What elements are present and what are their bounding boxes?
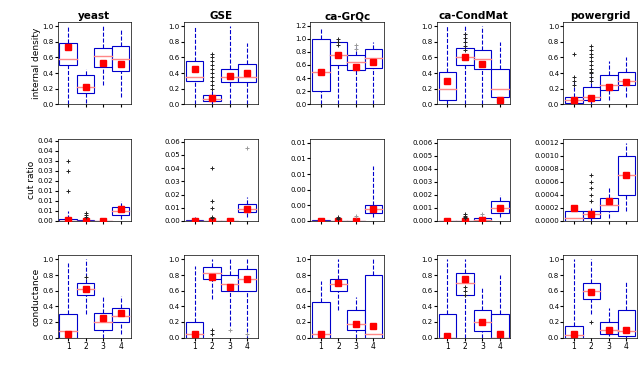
Bar (474, 50, 491, 69)
Bar (456, 48, 474, 65)
Bar (365, 275, 382, 338)
Bar (77, 283, 94, 295)
Bar (330, 279, 348, 291)
Bar (347, 55, 365, 70)
Title: ca-CondMat: ca-CondMat (438, 12, 509, 22)
Bar (186, 322, 204, 338)
Bar (60, 314, 77, 338)
Bar (491, 314, 509, 338)
Bar (112, 207, 129, 215)
Y-axis label: conductance: conductance (32, 267, 41, 326)
Bar (582, 87, 600, 101)
Bar (582, 211, 600, 218)
Bar (474, 310, 491, 331)
Bar (618, 156, 635, 195)
Bar (438, 72, 456, 101)
Bar (456, 273, 474, 295)
Bar (77, 220, 94, 221)
Title: GSE: GSE (209, 12, 232, 22)
Bar (565, 96, 582, 103)
Bar (60, 43, 77, 65)
Bar (565, 326, 582, 338)
Bar (94, 48, 112, 67)
Bar (365, 206, 382, 213)
Title: yeast: yeast (78, 12, 111, 22)
Bar (365, 49, 382, 68)
Bar (238, 269, 256, 291)
Bar (491, 69, 509, 96)
Bar (221, 275, 238, 291)
Bar (112, 308, 129, 322)
Bar (438, 314, 456, 338)
Bar (60, 219, 77, 221)
Bar (618, 72, 635, 85)
Bar (112, 46, 129, 71)
Title: powergrid: powergrid (570, 12, 630, 22)
Bar (600, 75, 618, 90)
Bar (474, 219, 491, 221)
Bar (312, 39, 330, 91)
Bar (312, 220, 330, 221)
Bar (186, 220, 204, 221)
Bar (491, 201, 509, 213)
Bar (582, 283, 600, 299)
Y-axis label: cut ratio: cut ratio (28, 161, 36, 199)
Bar (77, 75, 94, 93)
Bar (618, 310, 635, 336)
Y-axis label: internal density: internal density (32, 27, 41, 99)
Bar (94, 313, 112, 330)
Title: ca-GrQc: ca-GrQc (324, 12, 371, 22)
Bar (312, 302, 330, 338)
Bar (186, 61, 204, 81)
Bar (347, 310, 365, 330)
Bar (238, 204, 256, 212)
Bar (330, 42, 348, 65)
Bar (600, 322, 618, 334)
Bar (204, 95, 221, 101)
Bar (221, 69, 238, 82)
Bar (204, 267, 221, 279)
Bar (238, 64, 256, 82)
Bar (565, 211, 582, 221)
Bar (600, 198, 618, 211)
